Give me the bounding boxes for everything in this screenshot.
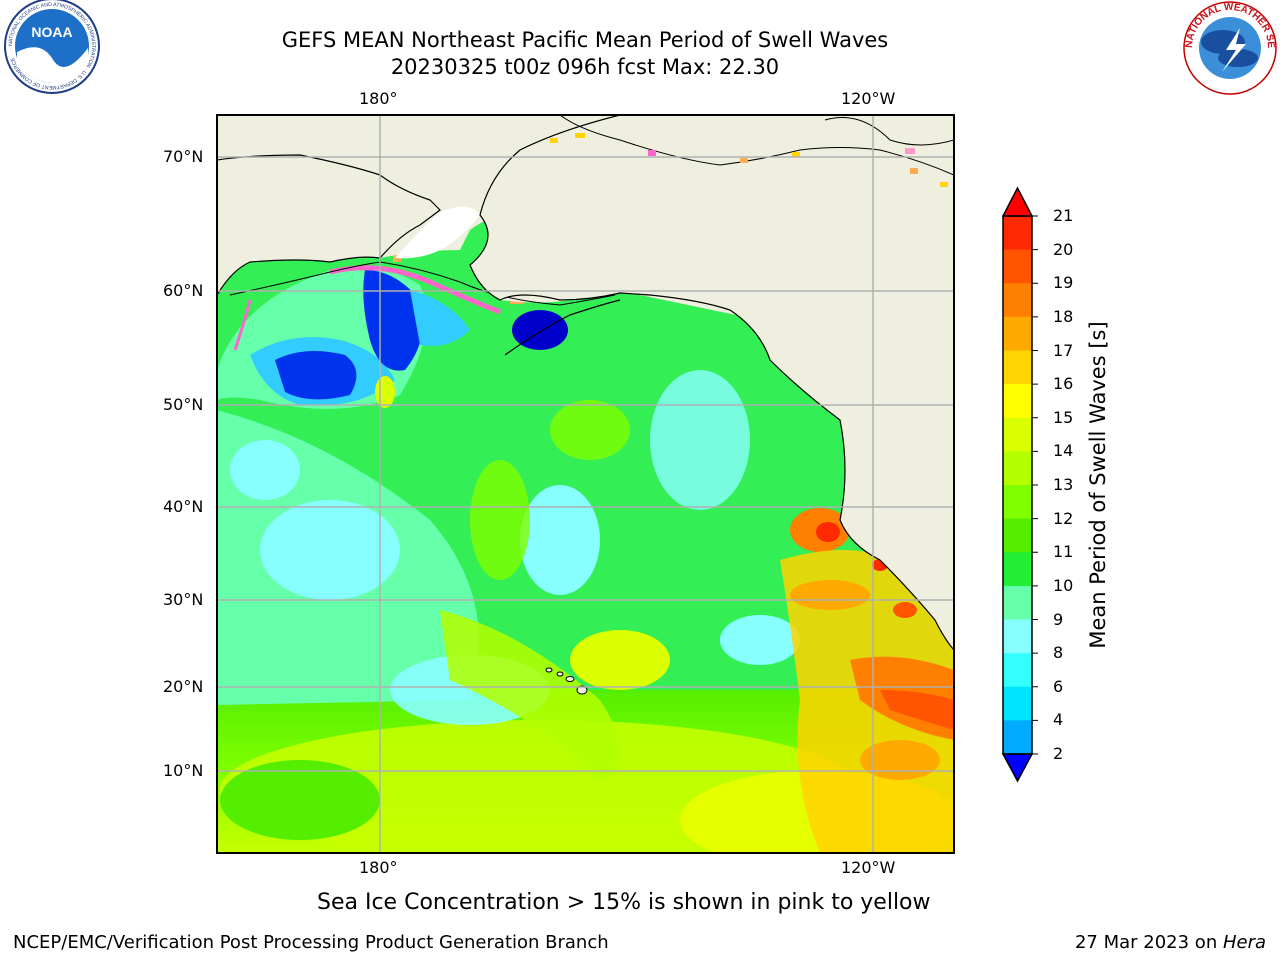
colorbar-tick-label: 21 — [1053, 206, 1074, 225]
plot-subtitle: 20230325 t00z 096h fcst Max: 22.30 — [390, 55, 780, 79]
colorbar-tick-label: 12 — [1053, 508, 1074, 528]
colorbar-tick-label: 20 — [1053, 239, 1074, 259]
colorbar-tick-label: 13 — [1053, 475, 1074, 494]
colorbar-segment — [1003, 316, 1032, 351]
plot-title: GEFS MEAN Northeast Pacific Mean Period … — [281, 28, 889, 52]
lat-tick-40n: 40°N — [163, 497, 204, 516]
noaa-logo-text: NOAA — [31, 24, 72, 40]
colorbar-segment — [1003, 518, 1032, 553]
sea-ice-note: Sea Ice Concentration > 15% is shown in … — [317, 890, 931, 915]
graticule — [217, 115, 954, 853]
lat-tick-50n: 50°N — [163, 395, 204, 414]
colorbar-tick-label: 11 — [1053, 542, 1074, 562]
colorbar-segment — [1003, 653, 1032, 688]
colorbar-tick-label: 2 — [1053, 744, 1064, 763]
colorbar-segment — [1003, 350, 1032, 385]
top-tick-180: 180° — [359, 89, 398, 108]
colorbar-segment — [1003, 686, 1032, 721]
colorbar-tick-label: 9 — [1053, 609, 1064, 629]
colorbar-tick-label: 15 — [1053, 407, 1074, 427]
colorbar-tick-label: 16 — [1053, 374, 1074, 394]
colorbar-label: Mean Period of Swell Waves [s] — [1086, 321, 1110, 649]
lat-tick-60n: 60°N — [163, 281, 204, 300]
colorbar-segment — [1003, 451, 1032, 486]
colorbar-segment — [1003, 216, 1032, 251]
colorbar-segment — [1003, 585, 1032, 620]
bottom-tick-180: 180° — [359, 858, 398, 877]
colorbar-segment — [1003, 384, 1032, 419]
colorbar-tick-label: 19 — [1053, 273, 1074, 293]
colorbar-tick-label: 14 — [1053, 441, 1074, 461]
footer-credit: NCEP/EMC/Verification Post Processing Pr… — [13, 932, 609, 953]
colorbar-tick-label: 8 — [1053, 643, 1064, 663]
colorbar-segment — [1003, 485, 1032, 520]
colorbar-segment — [1003, 720, 1032, 755]
colorbar-under-arrow — [1001, 753, 1034, 783]
colorbar-tick-label: 10 — [1053, 575, 1074, 595]
colorbar-segment — [1003, 283, 1032, 318]
colorbar-segment — [1003, 417, 1032, 452]
colorbar-over-arrow — [1001, 186, 1034, 217]
lat-tick-20n: 20°N — [163, 677, 204, 696]
bottom-tick-120w: 120°W — [841, 858, 896, 877]
footer-date: 27 Mar 2023 on Hera — [1075, 932, 1266, 953]
lat-tick-70n: 70°N — [163, 147, 204, 166]
footer-host: Hera — [1222, 932, 1266, 953]
map-frame — [216, 114, 955, 854]
colorbar-tick-label: 6 — [1053, 676, 1064, 696]
colorbar-segment — [1003, 249, 1032, 284]
footer-date-text: 27 Mar 2023 on — [1074, 932, 1223, 953]
map-field — [217, 115, 954, 853]
top-tick-120w: 120°W — [841, 89, 896, 108]
colorbar-segment — [1003, 552, 1032, 587]
colorbar-tick-label: 17 — [1053, 340, 1074, 360]
colorbar-segment — [1003, 619, 1032, 654]
lat-tick-10n: 10°N — [163, 761, 204, 780]
colorbar-tick-label: 18 — [1053, 306, 1074, 326]
lat-tick-30n: 30°N — [163, 590, 204, 609]
colorbar-tick-label: 4 — [1053, 710, 1064, 730]
